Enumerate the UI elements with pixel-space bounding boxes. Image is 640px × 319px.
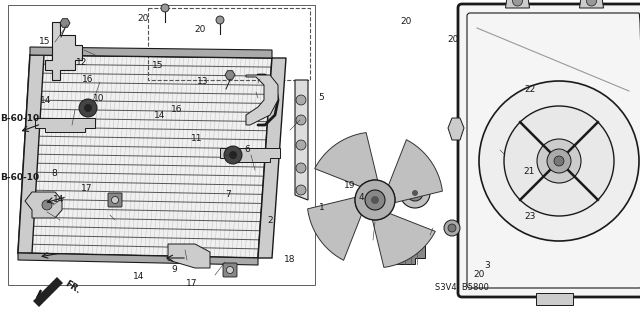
Text: 14: 14: [154, 111, 165, 120]
Text: 20: 20: [400, 17, 412, 26]
Circle shape: [547, 149, 571, 173]
Text: 15: 15: [152, 61, 164, 70]
Polygon shape: [579, 0, 604, 8]
Polygon shape: [30, 47, 272, 58]
Polygon shape: [18, 55, 44, 253]
Circle shape: [224, 146, 242, 164]
Polygon shape: [388, 140, 442, 203]
Polygon shape: [258, 58, 286, 258]
Text: S3V4  B5800: S3V4 B5800: [435, 283, 489, 292]
Circle shape: [227, 266, 234, 273]
Circle shape: [371, 196, 379, 204]
Text: 9: 9: [172, 265, 177, 274]
Circle shape: [161, 4, 169, 12]
Text: 15: 15: [39, 37, 51, 46]
Circle shape: [355, 180, 395, 220]
Text: 17: 17: [186, 279, 197, 288]
Text: 16: 16: [82, 75, 93, 84]
Circle shape: [111, 197, 118, 204]
Polygon shape: [246, 75, 278, 125]
Circle shape: [42, 200, 52, 210]
Polygon shape: [60, 19, 70, 27]
Text: 6: 6: [244, 145, 250, 154]
Text: 3: 3: [484, 261, 490, 270]
Text: 21: 21: [524, 167, 535, 176]
FancyBboxPatch shape: [223, 263, 237, 277]
Circle shape: [296, 140, 306, 150]
Circle shape: [504, 106, 614, 216]
Polygon shape: [35, 118, 95, 132]
Circle shape: [448, 224, 456, 232]
Text: 14: 14: [132, 272, 144, 281]
Polygon shape: [18, 253, 258, 265]
Text: 20: 20: [195, 25, 206, 34]
Text: 16: 16: [171, 105, 182, 114]
Circle shape: [586, 0, 596, 6]
Circle shape: [407, 185, 423, 201]
FancyBboxPatch shape: [458, 4, 640, 297]
Text: 23: 23: [525, 212, 536, 221]
Polygon shape: [220, 148, 280, 162]
Polygon shape: [390, 244, 425, 264]
Text: 8: 8: [51, 169, 57, 178]
Text: 13: 13: [197, 77, 209, 86]
Text: 18: 18: [284, 255, 296, 263]
Text: B-60-10: B-60-10: [0, 114, 39, 122]
Polygon shape: [506, 0, 529, 8]
Polygon shape: [315, 133, 378, 187]
Circle shape: [400, 178, 430, 208]
Circle shape: [216, 16, 224, 24]
Text: 5: 5: [319, 93, 324, 102]
Circle shape: [513, 0, 522, 6]
Polygon shape: [536, 293, 573, 305]
Circle shape: [79, 99, 97, 117]
Polygon shape: [25, 192, 62, 218]
Polygon shape: [18, 55, 272, 258]
Polygon shape: [448, 118, 464, 140]
Text: 14: 14: [53, 195, 65, 204]
FancyBboxPatch shape: [108, 193, 122, 207]
Circle shape: [444, 220, 460, 236]
Circle shape: [229, 151, 237, 159]
Text: B-60-10: B-60-10: [0, 173, 39, 182]
Circle shape: [296, 185, 306, 195]
Polygon shape: [33, 277, 63, 307]
Polygon shape: [45, 22, 82, 80]
Polygon shape: [308, 197, 362, 260]
Circle shape: [479, 81, 639, 241]
Text: FR.: FR.: [63, 279, 82, 295]
Circle shape: [296, 163, 306, 173]
Polygon shape: [295, 80, 308, 200]
Text: 20: 20: [447, 35, 459, 44]
Text: 7: 7: [225, 190, 231, 199]
Text: 11: 11: [191, 134, 202, 143]
Circle shape: [296, 95, 306, 105]
Text: 1: 1: [319, 204, 324, 212]
Circle shape: [84, 104, 92, 112]
Circle shape: [296, 115, 306, 125]
Text: 14: 14: [40, 96, 51, 105]
Text: 2: 2: [267, 216, 273, 225]
Circle shape: [412, 190, 418, 196]
Polygon shape: [372, 213, 435, 267]
Text: 4: 4: [358, 193, 364, 202]
Text: 10: 10: [93, 94, 104, 103]
Circle shape: [365, 190, 385, 210]
Polygon shape: [168, 244, 210, 268]
Circle shape: [554, 156, 564, 166]
Text: 12: 12: [76, 58, 87, 67]
Circle shape: [537, 139, 581, 183]
Text: 19: 19: [344, 181, 355, 190]
Text: 20: 20: [474, 271, 485, 279]
Text: 20: 20: [138, 14, 149, 23]
Text: 22: 22: [525, 85, 536, 94]
Polygon shape: [225, 71, 235, 79]
Text: 17: 17: [81, 184, 92, 193]
